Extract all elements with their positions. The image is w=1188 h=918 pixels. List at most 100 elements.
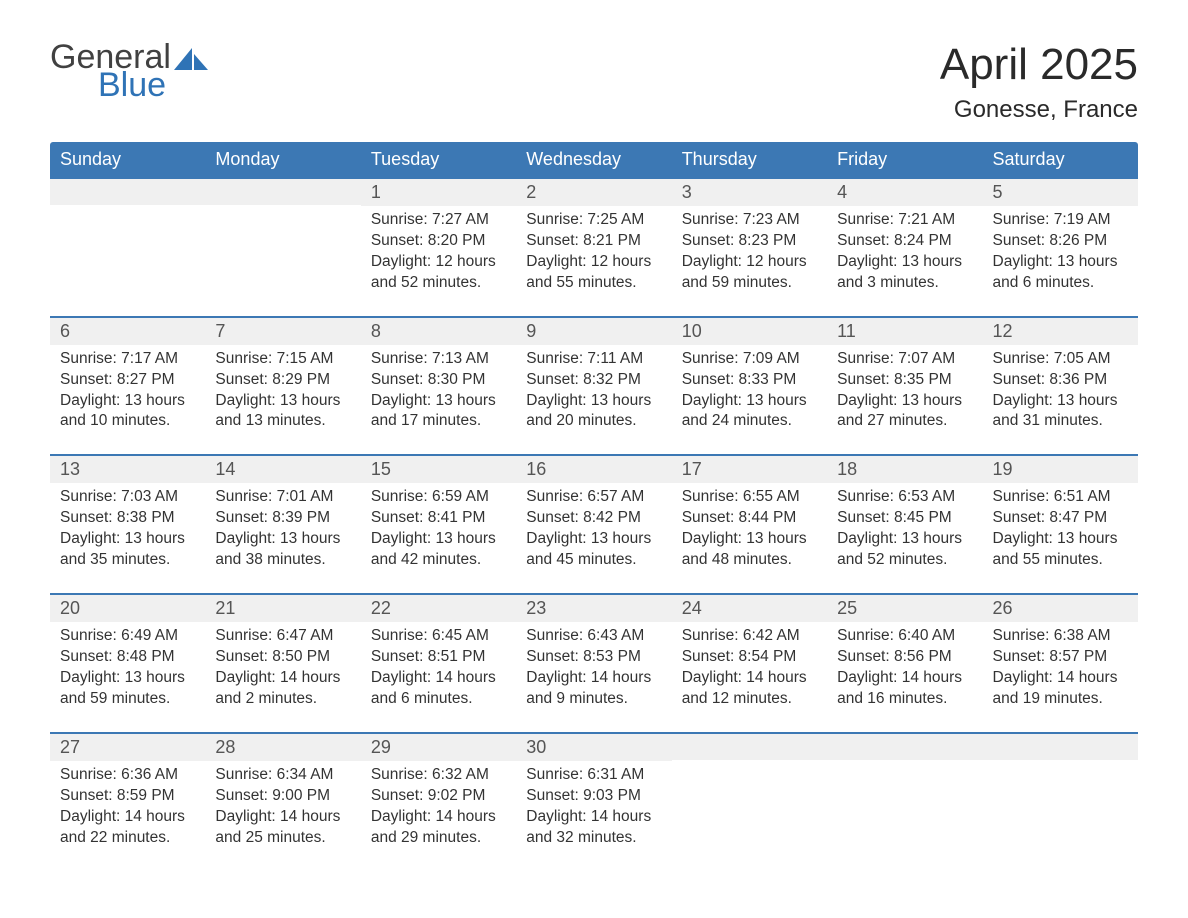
day-body: Sunrise: 7:11 AMSunset: 8:32 PMDaylight:… — [516, 345, 671, 455]
calendar-day-cell — [50, 178, 205, 317]
sunset-line: Sunset: 8:30 PM — [371, 370, 506, 391]
calendar-day-cell: 25Sunrise: 6:40 AMSunset: 8:56 PMDayligh… — [827, 594, 982, 733]
day-number: 2 — [516, 179, 671, 206]
sunset-line: Sunset: 8:32 PM — [526, 370, 661, 391]
day-number: 11 — [827, 318, 982, 345]
sunrise-line: Sunrise: 6:31 AM — [526, 765, 661, 786]
day-body: Sunrise: 6:55 AMSunset: 8:44 PMDaylight:… — [672, 483, 827, 593]
calendar-day-cell: 1Sunrise: 7:27 AMSunset: 8:20 PMDaylight… — [361, 178, 516, 317]
calendar-week-row: 27Sunrise: 6:36 AMSunset: 8:59 PMDayligh… — [50, 733, 1138, 871]
day-body: Sunrise: 7:15 AMSunset: 8:29 PMDaylight:… — [205, 345, 360, 455]
day-number: 7 — [205, 318, 360, 345]
calendar-day-cell: 21Sunrise: 6:47 AMSunset: 8:50 PMDayligh… — [205, 594, 360, 733]
day-body: Sunrise: 6:40 AMSunset: 8:56 PMDaylight:… — [827, 622, 982, 732]
day-number: 16 — [516, 456, 671, 483]
day-body — [827, 760, 982, 860]
sunrise-line: Sunrise: 7:07 AM — [837, 349, 972, 370]
day-body — [50, 205, 205, 305]
day-number — [50, 179, 205, 205]
sunset-line: Sunset: 8:44 PM — [682, 508, 817, 529]
calendar-day-cell: 13Sunrise: 7:03 AMSunset: 8:38 PMDayligh… — [50, 455, 205, 594]
day-number: 6 — [50, 318, 205, 345]
daylight-line: Daylight: 12 hours and 59 minutes. — [682, 252, 817, 294]
daylight-line: Daylight: 13 hours and 20 minutes. — [526, 391, 661, 433]
sunset-line: Sunset: 8:48 PM — [60, 647, 195, 668]
sunrise-line: Sunrise: 7:15 AM — [215, 349, 350, 370]
calendar-day-cell: 17Sunrise: 6:55 AMSunset: 8:44 PMDayligh… — [672, 455, 827, 594]
sunset-line: Sunset: 8:47 PM — [993, 508, 1128, 529]
day-number: 29 — [361, 734, 516, 761]
daylight-line: Daylight: 13 hours and 13 minutes. — [215, 391, 350, 433]
sunrise-line: Sunrise: 7:11 AM — [526, 349, 661, 370]
daylight-line: Daylight: 13 hours and 59 minutes. — [60, 668, 195, 710]
daylight-line: Daylight: 13 hours and 52 minutes. — [837, 529, 972, 571]
day-number: 8 — [361, 318, 516, 345]
calendar-day-cell — [205, 178, 360, 317]
day-number: 18 — [827, 456, 982, 483]
day-body: Sunrise: 7:27 AMSunset: 8:20 PMDaylight:… — [361, 206, 516, 316]
sunrise-line: Sunrise: 6:55 AM — [682, 487, 817, 508]
day-body: Sunrise: 7:17 AMSunset: 8:27 PMDaylight:… — [50, 345, 205, 455]
sunset-line: Sunset: 8:29 PM — [215, 370, 350, 391]
day-number: 26 — [983, 595, 1138, 622]
daylight-line: Daylight: 13 hours and 55 minutes. — [993, 529, 1128, 571]
sunrise-line: Sunrise: 6:51 AM — [993, 487, 1128, 508]
day-number: 17 — [672, 456, 827, 483]
calendar-day-cell: 5Sunrise: 7:19 AMSunset: 8:26 PMDaylight… — [983, 178, 1138, 317]
calendar-day-cell — [827, 733, 982, 871]
calendar-day-cell: 10Sunrise: 7:09 AMSunset: 8:33 PMDayligh… — [672, 317, 827, 456]
calendar-day-cell — [672, 733, 827, 871]
day-number: 25 — [827, 595, 982, 622]
sunset-line: Sunset: 8:39 PM — [215, 508, 350, 529]
daylight-line: Daylight: 14 hours and 22 minutes. — [60, 807, 195, 849]
weekday-header: Monday — [205, 142, 360, 178]
daylight-line: Daylight: 14 hours and 12 minutes. — [682, 668, 817, 710]
sunset-line: Sunset: 8:53 PM — [526, 647, 661, 668]
day-body: Sunrise: 6:59 AMSunset: 8:41 PMDaylight:… — [361, 483, 516, 593]
day-body — [672, 760, 827, 860]
day-body: Sunrise: 7:05 AMSunset: 8:36 PMDaylight:… — [983, 345, 1138, 455]
page-title: April 2025 — [940, 40, 1138, 90]
sunrise-line: Sunrise: 6:43 AM — [526, 626, 661, 647]
day-number: 3 — [672, 179, 827, 206]
sunrise-line: Sunrise: 6:45 AM — [371, 626, 506, 647]
day-number: 23 — [516, 595, 671, 622]
sunset-line: Sunset: 8:23 PM — [682, 231, 817, 252]
sunset-line: Sunset: 8:33 PM — [682, 370, 817, 391]
calendar-day-cell: 29Sunrise: 6:32 AMSunset: 9:02 PMDayligh… — [361, 733, 516, 871]
calendar-week-row: 20Sunrise: 6:49 AMSunset: 8:48 PMDayligh… — [50, 594, 1138, 733]
day-number: 21 — [205, 595, 360, 622]
sunrise-line: Sunrise: 7:19 AM — [993, 210, 1128, 231]
calendar-day-cell: 14Sunrise: 7:01 AMSunset: 8:39 PMDayligh… — [205, 455, 360, 594]
weekday-header: Saturday — [983, 142, 1138, 178]
calendar-day-cell: 3Sunrise: 7:23 AMSunset: 8:23 PMDaylight… — [672, 178, 827, 317]
day-body: Sunrise: 6:47 AMSunset: 8:50 PMDaylight:… — [205, 622, 360, 732]
sunset-line: Sunset: 9:03 PM — [526, 786, 661, 807]
sunset-line: Sunset: 8:41 PM — [371, 508, 506, 529]
daylight-line: Daylight: 13 hours and 10 minutes. — [60, 391, 195, 433]
sunset-line: Sunset: 8:54 PM — [682, 647, 817, 668]
daylight-line: Daylight: 14 hours and 19 minutes. — [993, 668, 1128, 710]
sunset-line: Sunset: 8:45 PM — [837, 508, 972, 529]
calendar-day-cell: 2Sunrise: 7:25 AMSunset: 8:21 PMDaylight… — [516, 178, 671, 317]
day-number: 27 — [50, 734, 205, 761]
day-number — [827, 734, 982, 760]
page-subtitle: Gonesse, France — [940, 96, 1138, 124]
sunrise-line: Sunrise: 6:57 AM — [526, 487, 661, 508]
sunrise-line: Sunrise: 6:32 AM — [371, 765, 506, 786]
sunrise-line: Sunrise: 7:27 AM — [371, 210, 506, 231]
sunset-line: Sunset: 8:59 PM — [60, 786, 195, 807]
calendar-table: SundayMondayTuesdayWednesdayThursdayFrid… — [50, 142, 1138, 870]
day-body — [983, 760, 1138, 860]
day-number: 9 — [516, 318, 671, 345]
day-number: 15 — [361, 456, 516, 483]
weekday-header: Tuesday — [361, 142, 516, 178]
daylight-line: Daylight: 13 hours and 42 minutes. — [371, 529, 506, 571]
weekday-header: Thursday — [672, 142, 827, 178]
sail-icon — [174, 48, 208, 70]
daylight-line: Daylight: 13 hours and 31 minutes. — [993, 391, 1128, 433]
calendar-day-cell: 8Sunrise: 7:13 AMSunset: 8:30 PMDaylight… — [361, 317, 516, 456]
day-body: Sunrise: 7:07 AMSunset: 8:35 PMDaylight:… — [827, 345, 982, 455]
calendar-day-cell: 30Sunrise: 6:31 AMSunset: 9:03 PMDayligh… — [516, 733, 671, 871]
day-number — [205, 179, 360, 205]
